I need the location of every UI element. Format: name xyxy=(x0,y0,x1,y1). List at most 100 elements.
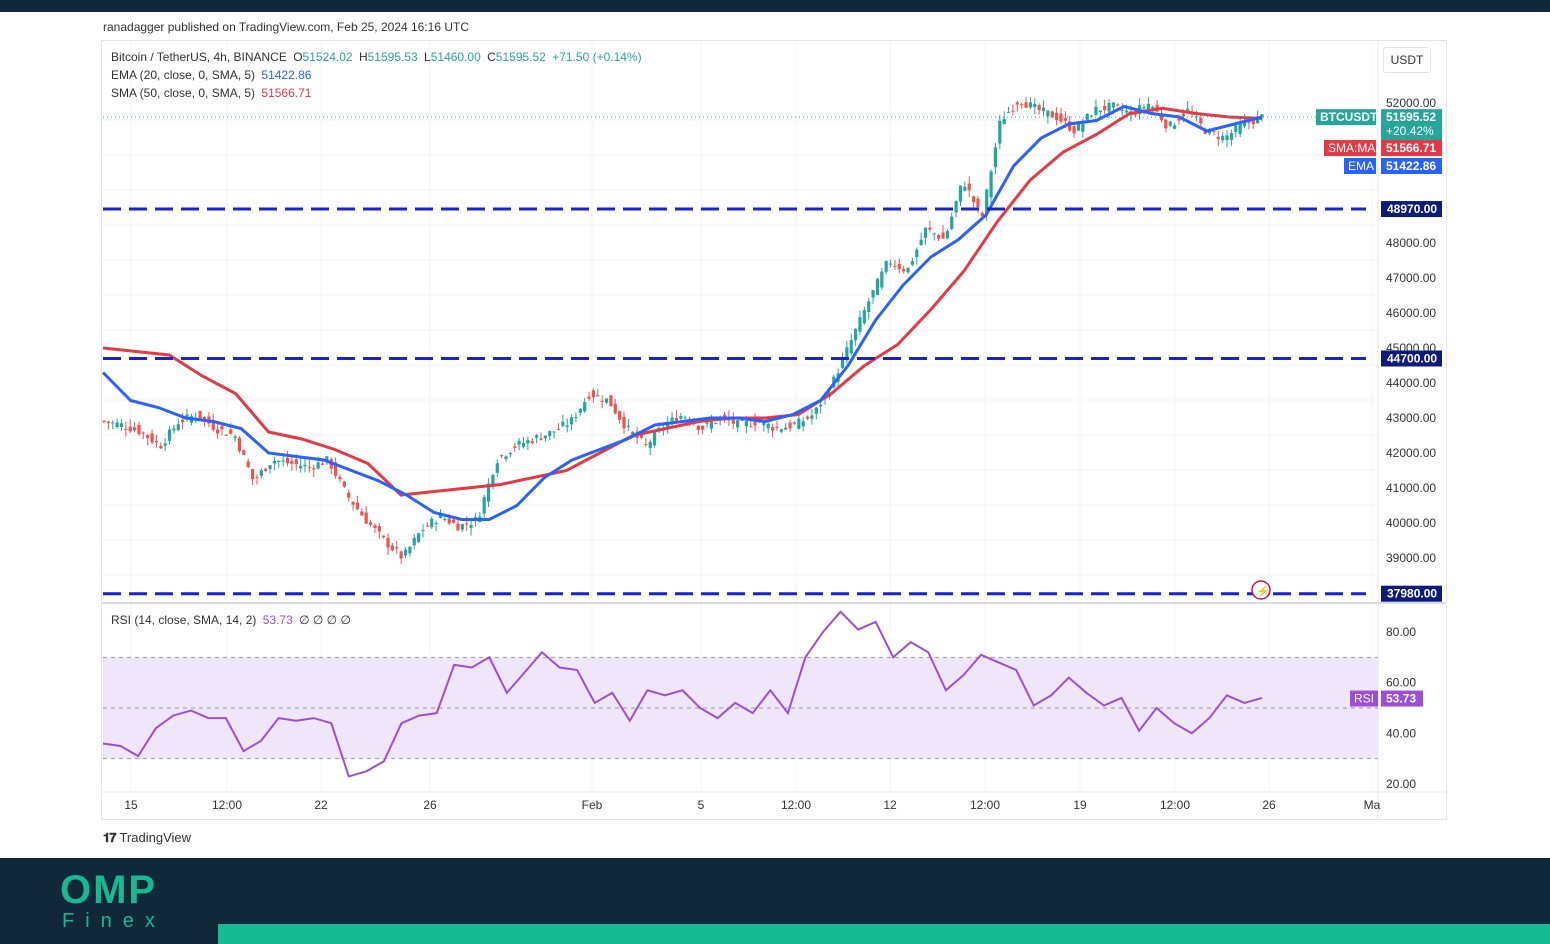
candle-body xyxy=(451,519,456,523)
price-tick-label: 39000.00 xyxy=(1386,551,1436,565)
candle-body xyxy=(167,429,172,441)
time-tick-label: 5 xyxy=(698,798,705,812)
candle-body xyxy=(1046,110,1050,117)
candle-body xyxy=(766,423,770,429)
candle-body xyxy=(862,310,866,324)
candle-body xyxy=(1107,102,1111,112)
candle-body xyxy=(1159,115,1164,121)
candle-body xyxy=(351,501,355,505)
candle-body xyxy=(299,465,303,469)
candle-body xyxy=(390,545,395,551)
candle-body xyxy=(1221,135,1225,141)
candle-body xyxy=(722,414,727,418)
top-brand-bar xyxy=(0,0,1550,12)
candle-body xyxy=(1216,136,1220,139)
rsi-tick-label: 60.00 xyxy=(1386,676,1416,690)
candle-body xyxy=(648,441,652,449)
omp-logo: OMP xyxy=(60,868,158,912)
rsi-tag-box xyxy=(1350,690,1378,707)
candle-body xyxy=(106,421,110,423)
candle-body xyxy=(902,268,906,272)
candle-body xyxy=(622,416,626,429)
ema-price-value: 51422.86 xyxy=(1386,159,1436,173)
candle-body xyxy=(408,546,412,554)
time-tick-label: 19 xyxy=(1073,798,1087,812)
candle-body xyxy=(425,525,429,527)
candle-body xyxy=(971,196,976,203)
candle-body xyxy=(779,429,783,432)
candle-body xyxy=(543,435,547,439)
candle-body xyxy=(578,408,582,413)
time-tick-label: Ma xyxy=(1364,798,1381,812)
chart-svg[interactable]: 52000.0048000.0047000.0046000.0045000.00… xyxy=(0,0,1550,858)
high-label: H xyxy=(358,50,368,64)
candle-body xyxy=(469,524,473,529)
candle-body xyxy=(569,417,574,425)
sma-tag-box xyxy=(1324,140,1376,156)
brand-stripe xyxy=(218,924,1550,944)
candle-body xyxy=(255,476,259,478)
candle-body xyxy=(1015,102,1019,105)
candle-body xyxy=(1146,103,1150,110)
candle-body xyxy=(1033,103,1037,108)
candle-body xyxy=(250,469,255,480)
candle-body xyxy=(202,417,207,420)
candle-body xyxy=(670,417,674,421)
rsi-tick-label: 80.00 xyxy=(1386,625,1416,639)
candle-body xyxy=(583,401,587,412)
level-price-label: 44700.00 xyxy=(1387,352,1437,366)
candle-body xyxy=(967,183,971,191)
candle-body xyxy=(1094,106,1098,115)
candle-body xyxy=(1111,102,1116,108)
candle-body xyxy=(618,411,622,420)
candle-body xyxy=(1229,133,1234,140)
candle-body xyxy=(181,419,185,423)
time-tick-label: 26 xyxy=(423,798,437,812)
price-tick-label: 40000.00 xyxy=(1386,516,1436,530)
candle-body xyxy=(596,395,600,397)
candle-body xyxy=(539,438,543,440)
candle-body xyxy=(928,227,932,230)
candle-body xyxy=(342,481,346,487)
candle-body xyxy=(679,416,683,419)
candle-body xyxy=(1055,112,1059,121)
candle-body xyxy=(277,460,281,462)
candle-body xyxy=(307,466,311,468)
currency-selector[interactable]: USDT xyxy=(1383,47,1431,73)
candle-body xyxy=(1133,114,1137,116)
candle-body xyxy=(548,430,552,437)
candle-body xyxy=(264,468,268,472)
candle-body xyxy=(504,456,508,460)
open-label: O xyxy=(293,50,303,64)
candle-body xyxy=(460,524,464,530)
candle-body xyxy=(198,410,202,419)
candle-body xyxy=(749,426,753,428)
candle-body xyxy=(932,233,936,235)
candle-body xyxy=(801,421,805,427)
candle-body xyxy=(613,403,617,414)
candle-body xyxy=(941,232,945,239)
candle-body xyxy=(495,463,499,473)
candle-body xyxy=(1194,116,1199,118)
candle-body xyxy=(417,533,421,542)
price-tick-label: 44000.00 xyxy=(1386,376,1436,390)
candle-body xyxy=(639,434,644,438)
candle-body xyxy=(1068,121,1072,131)
candle-body xyxy=(312,468,316,470)
candle-body xyxy=(220,425,224,430)
candle-body xyxy=(443,518,447,520)
candle-body xyxy=(762,421,766,426)
candle-body xyxy=(102,420,106,422)
candle-body xyxy=(906,267,910,273)
candle-body xyxy=(1002,118,1006,125)
ema-label: EMA (20, close, 0, SMA, 5) xyxy=(111,68,256,82)
tv-icon: 𝟏𝟕 xyxy=(103,830,117,845)
candle-body xyxy=(631,432,635,435)
price-tick-label: 42000.00 xyxy=(1386,446,1436,460)
sma-tag-label: SMA:MA xyxy=(1328,141,1375,155)
close-label: C xyxy=(487,50,496,64)
candle-body xyxy=(1006,111,1011,113)
candle-body xyxy=(1059,113,1063,122)
candle-body xyxy=(237,437,242,451)
candle-body xyxy=(1089,115,1094,117)
